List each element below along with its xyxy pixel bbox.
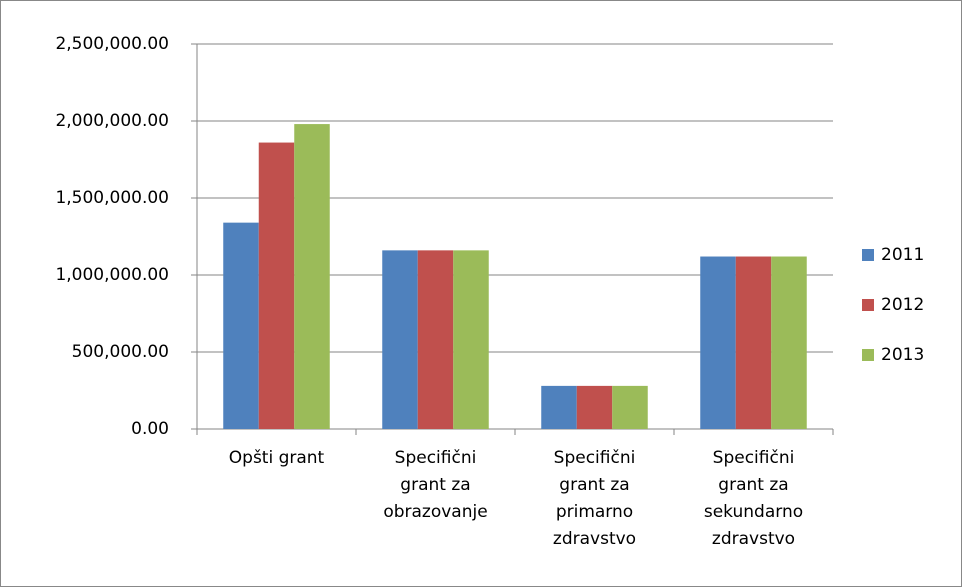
bar bbox=[223, 222, 259, 429]
bar bbox=[541, 385, 577, 429]
y-tick-label: 500,000.00 bbox=[72, 342, 169, 362]
legend-swatch bbox=[862, 349, 874, 361]
bar bbox=[258, 142, 295, 429]
bar bbox=[417, 250, 454, 429]
y-tick-label: 1,000,000.00 bbox=[55, 265, 169, 285]
legend-swatch bbox=[862, 299, 874, 311]
legend-label: 2013 bbox=[881, 345, 924, 365]
legend-label: 2012 bbox=[881, 295, 924, 315]
bar bbox=[735, 256, 772, 429]
x-tick-label: Specifični grant za sekundarno zdravstvo bbox=[703, 448, 804, 549]
bar bbox=[576, 385, 613, 429]
x-tick-label: Specifični grant za obrazovanje bbox=[383, 448, 488, 522]
bar bbox=[612, 385, 648, 429]
x-tick-label: Opšti grant bbox=[228, 448, 325, 468]
y-tick-label: 2,500,000.00 bbox=[55, 34, 169, 54]
bar bbox=[382, 250, 418, 429]
y-tick-label: 2,000,000.00 bbox=[55, 111, 169, 131]
bar bbox=[453, 250, 489, 429]
bar bbox=[771, 256, 807, 429]
bar bbox=[294, 124, 330, 429]
bar bbox=[700, 256, 736, 429]
x-tick-label: Specifični grant za primarno zdravstvo bbox=[552, 448, 637, 549]
y-tick-label: 1,500,000.00 bbox=[55, 188, 169, 208]
legend-label: 2011 bbox=[881, 245, 924, 265]
y-tick-label: 0.00 bbox=[131, 419, 169, 439]
legend-swatch bbox=[862, 249, 874, 261]
